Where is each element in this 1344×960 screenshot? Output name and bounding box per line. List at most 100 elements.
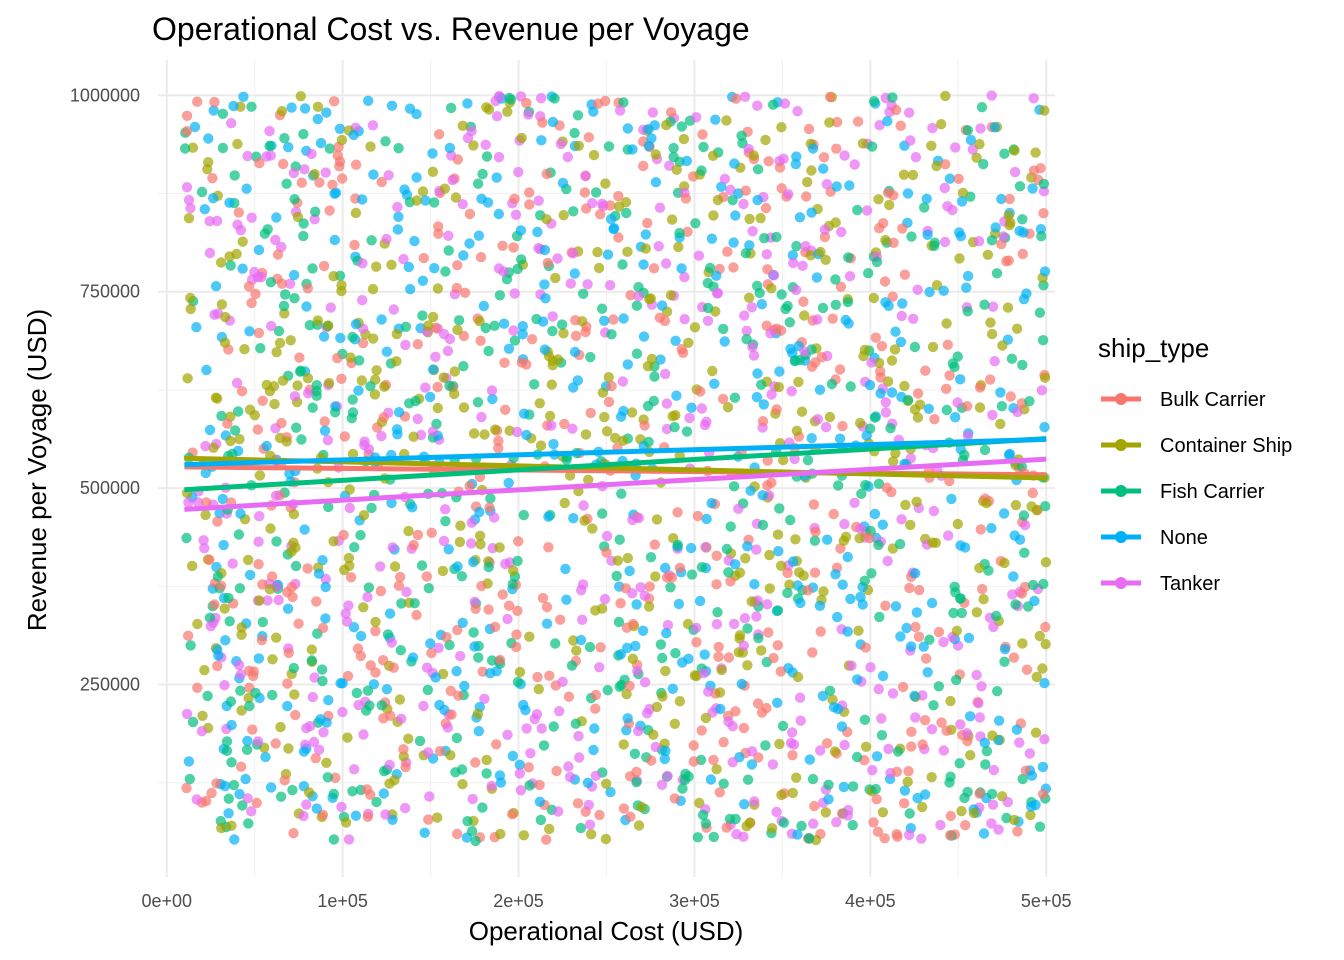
data-point [883,187,894,198]
data-point [457,199,468,210]
data-point [212,516,223,527]
data-point [751,611,762,622]
data-point [974,788,985,799]
data-point [744,240,755,251]
data-point [411,609,422,621]
data-point [1017,248,1028,260]
data-point [891,766,903,777]
data-point [539,279,550,290]
data-point [1018,510,1030,521]
data-point [455,520,466,531]
data-point [660,368,671,380]
data-point [483,345,494,357]
data-point [849,497,860,508]
data-point [338,529,349,541]
data-point [986,328,998,340]
data-point [960,820,971,831]
data-point [546,379,557,390]
data-point [852,674,863,685]
data-point [724,813,736,825]
data-point [445,685,456,697]
data-point [631,300,643,311]
data-point [839,518,850,530]
data-point [606,329,617,340]
data-point [503,343,515,354]
y-tick-label: 750000 [80,282,140,302]
data-point [756,299,768,310]
data-point [662,770,673,782]
data-point [310,753,321,764]
data-point [939,236,951,248]
data-point [235,508,246,519]
data-point [443,544,454,555]
data-point [237,800,248,811]
data-point [241,183,252,194]
data-point [655,639,667,650]
data-point [752,100,763,111]
data-point [514,759,525,770]
data-point [386,259,397,270]
data-point [444,142,456,154]
data-point [475,335,486,346]
data-point [999,656,1010,667]
data-point [451,282,462,294]
data-point [649,371,660,382]
data-point [847,781,859,792]
data-point [580,326,591,338]
data-point [420,382,431,393]
data-point [978,594,989,605]
data-point [589,723,600,734]
data-point [919,789,931,800]
data-point [309,214,320,225]
data-point [270,490,282,501]
data-point [539,344,551,355]
data-point [408,539,419,551]
data-point [763,156,774,167]
data-point [433,228,444,239]
data-point [393,407,405,418]
data-point [926,724,938,735]
data-point [187,560,198,572]
data-point [812,314,823,325]
data-point [1002,796,1013,808]
data-point [681,155,692,167]
data-point [330,772,341,783]
data-point [590,605,601,616]
data-point [445,102,457,114]
x-tick-label: 1e+05 [317,891,368,911]
data-point [716,664,727,676]
data-point [876,730,888,741]
data-point [717,393,729,405]
data-point [219,780,231,792]
data-point [959,449,970,461]
data-point [243,818,254,829]
data-point [809,535,821,546]
data-point [951,674,962,686]
data-point [386,637,397,648]
data-point [696,725,707,736]
data-point [192,96,203,107]
data-point [356,375,367,386]
data-point [745,485,756,496]
data-point [348,129,359,141]
data-point [774,366,785,377]
data-point [723,567,734,578]
data-point [345,352,356,363]
data-point [543,511,554,522]
data-point [181,708,193,720]
data-point [618,739,629,750]
data-point [1008,652,1020,663]
data-point [367,120,379,131]
data-point [358,729,369,740]
data-point [979,737,990,748]
data-point [332,352,343,364]
data-point [877,218,889,229]
data-point [975,123,986,134]
data-point [568,513,579,524]
data-point [534,779,545,791]
data-point [282,700,293,712]
data-point [357,337,369,349]
data-point [684,412,695,424]
data-point [349,764,360,775]
